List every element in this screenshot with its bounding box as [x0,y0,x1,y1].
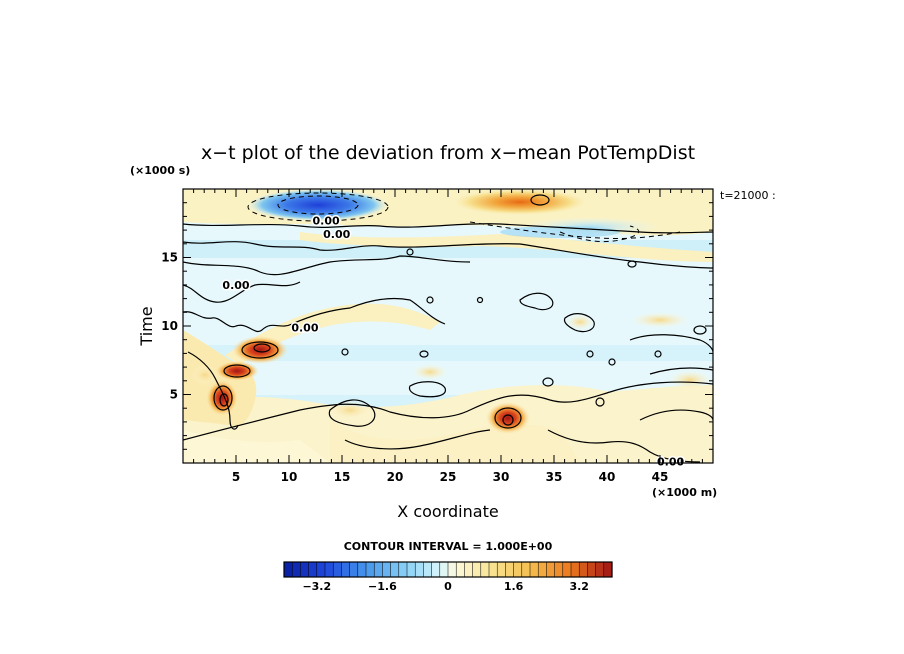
x-axis: 5 10 15 20 25 30 35 40 45 [232,470,669,484]
colorbar-swatch [595,561,605,578]
colorbar-swatch [603,561,613,578]
colorbar-swatch [357,561,367,578]
colorbar-swatch [373,561,383,578]
colorbar-swatch [529,561,539,578]
contour-label: 0.00 [313,215,340,228]
colorbar-swatch [455,561,465,578]
colorbar-swatch [570,561,580,578]
x-tick-label: 10 [281,470,298,484]
y-tick-label: 15 [161,251,178,265]
x-axis-label: X coordinate [397,502,498,521]
colorbar-swatch [324,561,334,578]
x-unit-label: (×1000 m) [652,486,717,499]
field-shading [183,189,713,463]
plot-area: 0.000.000.000.000.00 [182,188,714,470]
x-tick-label: 45 [652,470,669,484]
colorbar-swatch [578,561,588,578]
y-tick-label: 10 [161,319,178,333]
colorbar-swatch [488,561,498,578]
colorbar-swatch [505,561,515,578]
colorbar-swatch [283,561,293,578]
colorbar-swatch [332,561,342,578]
contour-label: 0.00 [323,228,350,241]
colorbar-swatch [439,561,449,578]
colorbar-tick-label: −1.6 [368,580,397,593]
colorbar-swatch [554,561,564,578]
contour-label-group: 0.000.000.000.000.00 [221,213,686,470]
colorbar-swatch [291,561,301,578]
colorbar [283,561,613,578]
x-tick-label: 25 [440,470,457,484]
colorbar-swatch [513,561,523,578]
chart-title: x−t plot of the deviation from x−mean Po… [201,142,695,164]
colorbar-swatch [349,561,359,578]
colorbar-frame [283,561,613,578]
colorbar-swatch [537,561,547,578]
y-axis-label: Time [137,306,156,346]
colorbar-swatch [496,561,506,578]
colorbar-swatch [472,561,482,578]
colorbar-swatch [546,561,556,578]
x-tick-label: 40 [599,470,616,484]
colorbar-tick-label: 1.6 [504,580,524,593]
x-tick-label: 30 [493,470,510,484]
colorbar-swatch [480,561,490,578]
colorbar-tick-label: −3.2 [302,580,331,593]
dashed-contours [247,192,681,243]
colorbar-swatch [587,561,597,578]
x-tick-label: 35 [546,470,563,484]
colorbar-swatch [316,561,326,578]
colorbar-swatch [431,561,441,578]
colorbar-swatch [464,561,474,578]
colorbar-swatch [300,561,310,578]
tick-marks [183,189,713,463]
contour-label: 0.00 [222,279,249,292]
colorbar-tick-label: 0 [444,580,452,593]
colorbar-swatch [382,561,392,578]
x-tick-label: 5 [232,470,240,484]
colorbar-swatch [341,561,351,578]
colorbar-tick-label: 3.2 [569,580,589,593]
y-tick-label: 5 [170,388,178,402]
y-unit-label: (×1000 s) [130,164,190,177]
colorbar-swatch [414,561,424,578]
colorbar-swatch [562,561,572,578]
y-axis: 5 10 15 [161,251,178,402]
colorbar-swatch [308,561,318,578]
time-annotation: t=21000 : [720,189,776,202]
x-tick-label: 20 [387,470,404,484]
colorbar-swatch [398,561,408,578]
contour-interval: CONTOUR INTERVAL = 1.000E+00 [344,540,553,553]
colorbar-labels: −3.2 −1.6 0 1.6 3.2 [302,580,589,593]
colorbar-swatch [521,561,531,578]
x-tick-label: 15 [334,470,351,484]
colorbar-swatch [365,561,375,578]
colorbar-swatch [423,561,433,578]
contour-lines [183,194,713,463]
colorbar-swatch [447,561,457,578]
colorbar-swatch [406,561,416,578]
colorbar-swatch [390,561,400,578]
contour-label: 0.00 [291,321,318,334]
